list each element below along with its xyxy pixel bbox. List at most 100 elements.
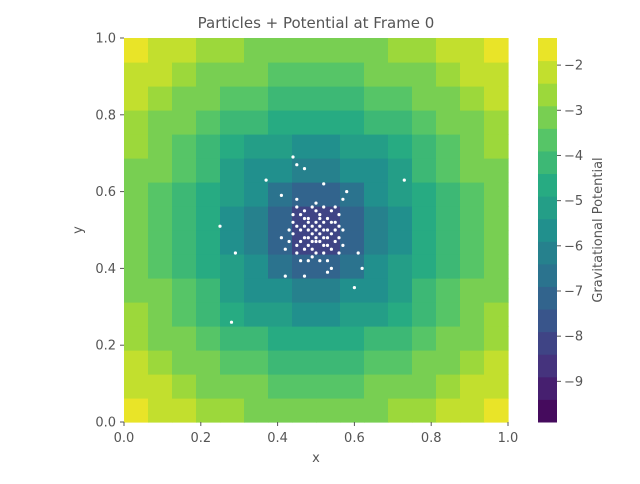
heatmap-cell bbox=[484, 62, 509, 87]
heatmap-cell bbox=[436, 182, 461, 207]
particle-point bbox=[322, 236, 326, 240]
particle-point bbox=[314, 251, 318, 255]
heatmap-cell bbox=[244, 326, 269, 351]
particle-point bbox=[310, 239, 314, 244]
heatmap-cell bbox=[364, 62, 389, 87]
heatmap-cell bbox=[436, 206, 461, 231]
particle-point bbox=[318, 239, 322, 244]
y-tick-label: 0.0 bbox=[95, 416, 116, 431]
heatmap-cell bbox=[268, 278, 293, 303]
particle-point bbox=[310, 255, 314, 259]
particle-point bbox=[333, 228, 337, 232]
heatmap-cell bbox=[460, 302, 485, 327]
y-tick-label: 1.0 bbox=[95, 32, 116, 47]
heatmap-cell bbox=[364, 206, 389, 231]
particle-point bbox=[310, 205, 314, 209]
heatmap-cell bbox=[172, 350, 197, 375]
y-tick-label: 0.4 bbox=[95, 262, 116, 277]
heatmap-cell bbox=[388, 110, 413, 135]
particle-point bbox=[302, 209, 307, 213]
heatmap-cell bbox=[484, 206, 509, 231]
heatmap-cell bbox=[220, 326, 245, 351]
heatmap-cell bbox=[244, 206, 269, 231]
heatmap-cell bbox=[196, 374, 221, 399]
heatmap-cell bbox=[316, 302, 341, 327]
particle-point bbox=[306, 243, 310, 247]
particle-point bbox=[402, 178, 406, 182]
colorbar-segment bbox=[538, 60, 557, 84]
heatmap-cell bbox=[340, 254, 365, 279]
heatmap-cell bbox=[196, 398, 221, 423]
colorbar-tick-label: −5 bbox=[564, 194, 583, 209]
particle-point bbox=[279, 236, 283, 240]
heatmap-cell bbox=[124, 278, 149, 303]
particle-point bbox=[302, 247, 307, 251]
particle-scatter bbox=[218, 155, 406, 324]
particle-point bbox=[329, 220, 333, 224]
heatmap-cell bbox=[412, 278, 437, 303]
heatmap-cell bbox=[316, 350, 341, 375]
heatmap-cell bbox=[388, 182, 413, 207]
heatmap-cell bbox=[364, 374, 389, 399]
colorbar-segment bbox=[538, 376, 557, 400]
colorbar-segment bbox=[538, 309, 557, 333]
heatmap-cell bbox=[244, 158, 269, 183]
heatmap-cell bbox=[460, 350, 485, 375]
x-tick-label: 0.4 bbox=[267, 431, 288, 446]
heatmap-cell bbox=[172, 230, 197, 255]
heatmap-cell bbox=[436, 62, 461, 87]
heatmap-cell bbox=[268, 302, 293, 327]
heatmap-cell bbox=[196, 206, 221, 231]
heatmap-cell bbox=[436, 350, 461, 375]
particle-point bbox=[299, 213, 303, 217]
particle-point bbox=[314, 228, 318, 232]
heatmap-cell bbox=[196, 230, 221, 255]
heatmap-cell bbox=[364, 158, 389, 183]
heatmap-cell bbox=[484, 134, 509, 159]
heatmap-cell bbox=[292, 110, 317, 135]
heatmap-cell bbox=[244, 134, 269, 159]
heatmap-cell bbox=[436, 326, 461, 351]
heatmap-cell bbox=[220, 86, 245, 111]
colorbar-segment bbox=[538, 218, 557, 242]
heatmap-cell bbox=[148, 206, 173, 231]
heatmap-cell bbox=[172, 86, 197, 111]
heatmap-cell bbox=[148, 62, 173, 87]
colorbar-segment bbox=[538, 196, 557, 220]
particle-point bbox=[302, 236, 307, 240]
particle-point bbox=[337, 224, 341, 228]
particle-point bbox=[291, 155, 295, 159]
heatmap-cell bbox=[220, 230, 245, 255]
particle-point bbox=[318, 224, 322, 228]
heatmap-cell bbox=[244, 302, 269, 327]
heatmap-cell bbox=[316, 278, 341, 303]
heatmap-cell bbox=[412, 326, 437, 351]
heatmap-cell bbox=[148, 158, 173, 183]
colorbar-segment bbox=[538, 399, 557, 423]
heatmap-cell bbox=[436, 134, 461, 159]
particle-point bbox=[287, 228, 291, 232]
particle-point bbox=[229, 320, 234, 324]
colorbar-segment bbox=[538, 150, 557, 175]
heatmap-cell bbox=[316, 374, 341, 399]
heatmap-cell bbox=[268, 86, 293, 111]
heatmap-cell bbox=[148, 350, 173, 375]
heatmap-cell bbox=[244, 38, 269, 63]
heatmap-cell bbox=[244, 86, 269, 111]
heatmap-cell bbox=[172, 110, 197, 135]
heatmap-cell bbox=[220, 62, 245, 87]
particle-point bbox=[302, 216, 307, 221]
heatmap-cell bbox=[436, 278, 461, 303]
heatmap-cell bbox=[196, 110, 221, 135]
particle-point bbox=[329, 209, 333, 213]
particle-point bbox=[322, 220, 326, 224]
heatmap-cell bbox=[196, 326, 221, 351]
particle-point bbox=[322, 182, 326, 186]
heatmap-cell bbox=[244, 398, 269, 423]
colorbar-segment bbox=[538, 263, 557, 287]
heatmap-cell bbox=[124, 254, 149, 279]
particle-point bbox=[291, 220, 295, 224]
heatmap-cell bbox=[268, 374, 293, 399]
heatmap-cell bbox=[220, 398, 245, 423]
